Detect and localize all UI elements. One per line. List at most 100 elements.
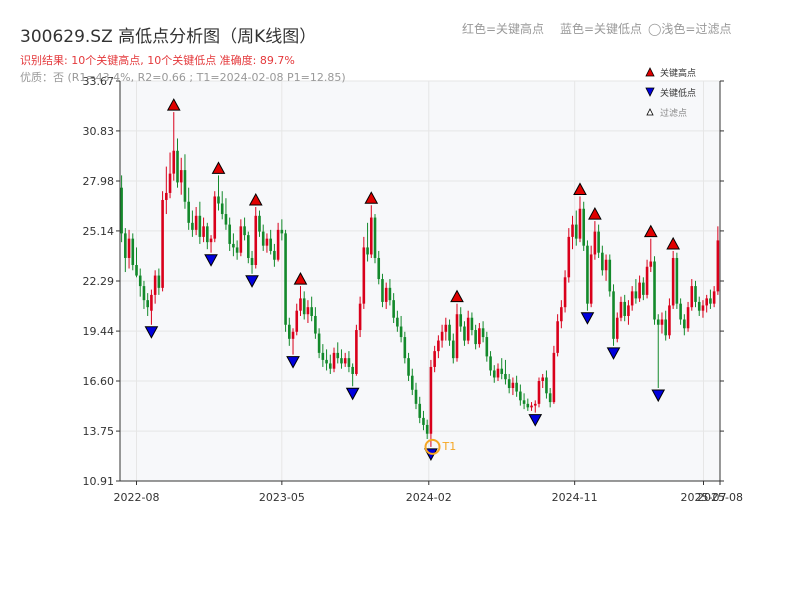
candle-body <box>697 301 701 311</box>
y-tick-label: 10.91 <box>83 475 115 488</box>
candle-body <box>120 187 123 234</box>
candle-body <box>191 222 194 230</box>
candle-body <box>410 375 414 390</box>
candle-body <box>131 238 135 266</box>
candle-body <box>545 377 548 394</box>
candle-body <box>284 233 287 325</box>
candle-body <box>593 231 597 255</box>
candle-body <box>563 277 567 308</box>
candle-body <box>217 196 220 204</box>
candle-body <box>146 300 149 308</box>
candle-body <box>578 208 582 239</box>
candle-body <box>541 377 545 381</box>
candle-body <box>280 229 284 234</box>
candle-body <box>548 393 552 403</box>
candle-body <box>448 324 451 341</box>
key-high-marker <box>166 98 181 111</box>
candle-body <box>418 403 422 418</box>
key-low-marker <box>651 389 666 403</box>
candle-body <box>533 403 537 406</box>
candle-body <box>127 238 131 258</box>
candle-body <box>716 240 720 292</box>
candle-body <box>574 224 578 239</box>
candle-body <box>623 301 627 316</box>
candle-body <box>403 337 407 359</box>
legend-blue-note: 蓝色=关键低点 <box>560 22 643 36</box>
axes: 10.91 13.75 16.60 19.44 22.29 25.14 27.98 30.83… <box>83 75 743 504</box>
candle-body <box>183 170 187 202</box>
key-low-marker <box>580 312 595 325</box>
t1-circle <box>424 438 441 455</box>
legend-high-label: 关键高点 <box>660 67 696 79</box>
x-tick-label: 2023-05 <box>259 491 305 504</box>
key-low-marker <box>528 414 543 427</box>
candle-body <box>351 366 354 374</box>
candle-body <box>507 379 511 389</box>
key-low-marker <box>286 356 300 369</box>
candle-body <box>220 203 224 215</box>
candle-body <box>444 324 448 332</box>
key-high-marker <box>211 161 226 174</box>
candle-body <box>232 243 235 248</box>
key-high-marker <box>666 236 680 250</box>
quality-text: 优质：否 (R1=43.4%, R2=0.66 ; T1=2024-02-08 … <box>20 71 346 84</box>
candle-body <box>671 257 675 306</box>
candle-body <box>474 330 477 345</box>
candle-body <box>500 368 504 374</box>
candle-body <box>265 238 269 246</box>
legend-low-icon <box>645 87 655 97</box>
candle-body <box>314 315 317 334</box>
candle-body <box>679 303 682 320</box>
candle-body <box>161 199 164 288</box>
x-tick-label: 2022-08 <box>114 491 160 504</box>
key-high-marker <box>293 272 308 285</box>
candle-body <box>332 352 336 369</box>
candle-body <box>302 298 306 315</box>
candle-body <box>526 403 530 408</box>
candle-body <box>615 317 619 339</box>
candle-body <box>373 217 377 258</box>
candle-body <box>168 173 172 193</box>
candle-body <box>492 370 496 378</box>
key-high-marker <box>450 289 464 303</box>
candle-body <box>712 291 716 304</box>
candle-body <box>176 150 179 183</box>
candle-body <box>381 279 384 302</box>
candle-body <box>321 352 325 360</box>
candle-body <box>414 389 418 404</box>
candle-body <box>519 391 522 401</box>
candle-body <box>459 314 463 327</box>
key-low-marker <box>245 275 259 288</box>
y-tick-label: 27.98 <box>83 175 115 188</box>
candle-body <box>194 215 198 230</box>
key-low-marker <box>204 254 218 267</box>
candle-body <box>522 400 526 404</box>
key-high-marker <box>248 192 263 206</box>
candle-body <box>422 417 425 425</box>
candle-body <box>664 319 667 336</box>
candle-body <box>235 247 239 253</box>
candle-body <box>608 259 612 292</box>
candle-body <box>649 261 653 267</box>
grid-lines <box>120 80 721 482</box>
candle-body <box>612 291 615 339</box>
candle-body <box>437 340 440 352</box>
candle-body <box>485 337 489 357</box>
candle-body <box>515 382 518 392</box>
candle-body <box>466 317 470 341</box>
key-high-marker <box>588 207 602 220</box>
candle-body <box>451 340 455 359</box>
candle-body <box>619 301 623 318</box>
candle-body <box>384 287 388 302</box>
candle-body <box>299 298 302 311</box>
candle-body <box>705 298 708 306</box>
candle-body <box>291 331 295 339</box>
candle-body <box>187 201 190 223</box>
candle-body <box>668 305 671 336</box>
candle-body <box>552 352 556 403</box>
candle-body <box>496 368 500 378</box>
legend-high-icon <box>645 67 655 77</box>
candle-body <box>336 352 340 359</box>
candle-body <box>209 238 213 243</box>
